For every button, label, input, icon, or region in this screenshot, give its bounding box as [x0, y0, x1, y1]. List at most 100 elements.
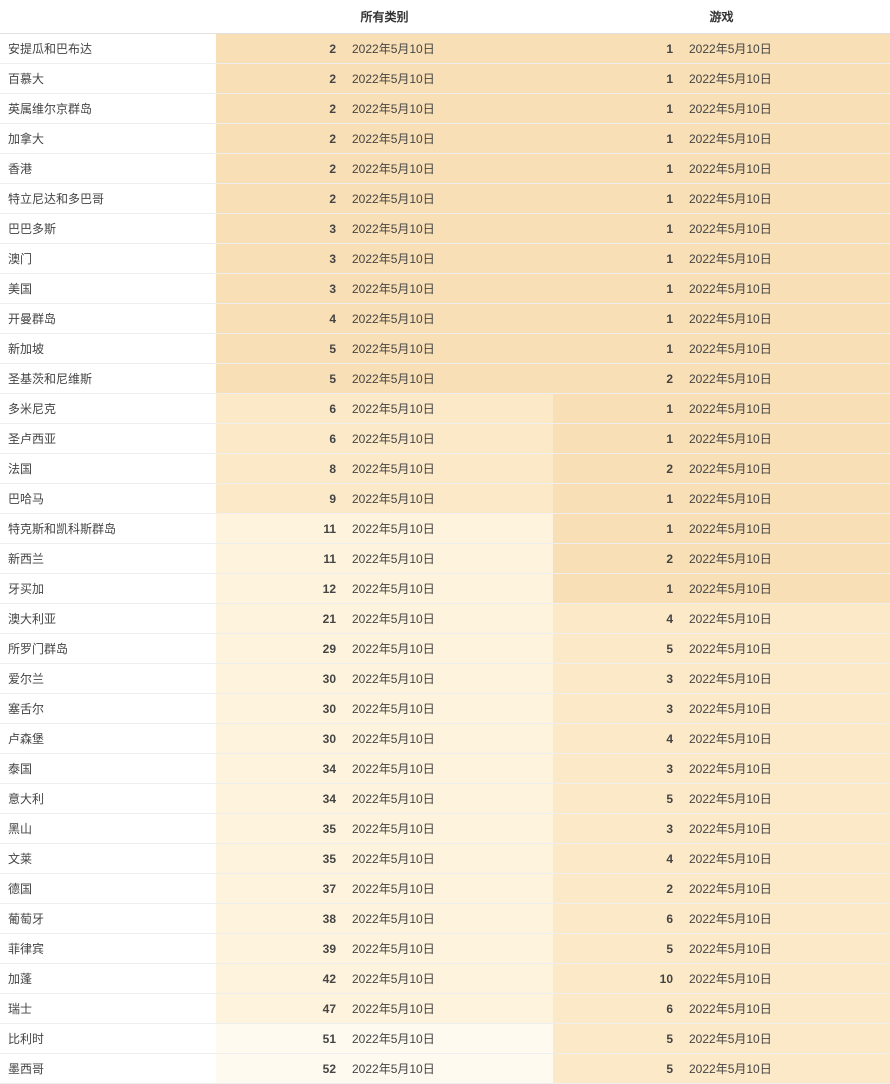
date-all-categories: 2022年5月10日: [346, 1054, 553, 1084]
rank-all-categories: 52: [216, 1054, 346, 1084]
country-cell: 法国: [0, 454, 216, 484]
table-row: 瑞士472022年5月10日62022年5月10日: [0, 994, 890, 1024]
table-row: 特克斯和凯科斯群岛112022年5月10日12022年5月10日: [0, 514, 890, 544]
table-row: 澳门32022年5月10日12022年5月10日: [0, 244, 890, 274]
rank-all-categories: 2: [216, 94, 346, 124]
rank-all-categories: 2: [216, 124, 346, 154]
table-row: 加蓬422022年5月10日102022年5月10日: [0, 964, 890, 994]
rank-all-categories: 42: [216, 964, 346, 994]
date-games: 2022年5月10日: [683, 604, 890, 634]
header-games: 游戏: [553, 0, 890, 34]
rank-games: 1: [553, 574, 683, 604]
date-games: 2022年5月10日: [683, 364, 890, 394]
date-games: 2022年5月10日: [683, 154, 890, 184]
table-row: 德国372022年5月10日22022年5月10日: [0, 874, 890, 904]
date-all-categories: 2022年5月10日: [346, 424, 553, 454]
table-row: 文莱352022年5月10日42022年5月10日: [0, 844, 890, 874]
rank-all-categories: 39: [216, 934, 346, 964]
table-row: 墨西哥522022年5月10日52022年5月10日: [0, 1054, 890, 1084]
rank-games: 1: [553, 34, 683, 64]
date-all-categories: 2022年5月10日: [346, 244, 553, 274]
rank-all-categories: 30: [216, 724, 346, 754]
rank-games: 1: [553, 214, 683, 244]
date-all-categories: 2022年5月10日: [346, 784, 553, 814]
rank-games: 4: [553, 724, 683, 754]
rank-games: 1: [553, 484, 683, 514]
date-all-categories: 2022年5月10日: [346, 334, 553, 364]
date-games: 2022年5月10日: [683, 634, 890, 664]
rank-games: 2: [553, 454, 683, 484]
table-row: 巴哈马92022年5月10日12022年5月10日: [0, 484, 890, 514]
date-all-categories: 2022年5月10日: [346, 814, 553, 844]
rank-all-categories: 35: [216, 844, 346, 874]
table-row: 安提瓜和巴布达22022年5月10日12022年5月10日: [0, 34, 890, 64]
header-all-categories: 所有类别: [216, 0, 553, 34]
date-games: 2022年5月10日: [683, 274, 890, 304]
table-header: 所有类别 游戏: [0, 0, 890, 34]
date-all-categories: 2022年5月10日: [346, 724, 553, 754]
rank-games: 5: [553, 1054, 683, 1084]
country-cell: 德国: [0, 874, 216, 904]
date-all-categories: 2022年5月10日: [346, 664, 553, 694]
date-games: 2022年5月10日: [683, 814, 890, 844]
date-games: 2022年5月10日: [683, 484, 890, 514]
rank-games: 1: [553, 424, 683, 454]
rank-games: 1: [553, 274, 683, 304]
date-games: 2022年5月10日: [683, 724, 890, 754]
country-cell: 百慕大: [0, 64, 216, 94]
country-cell: 比利时: [0, 1024, 216, 1054]
date-all-categories: 2022年5月10日: [346, 184, 553, 214]
date-games: 2022年5月10日: [683, 844, 890, 874]
rank-all-categories: 4: [216, 304, 346, 334]
country-cell: 菲律宾: [0, 934, 216, 964]
country-cell: 牙买加: [0, 574, 216, 604]
date-games: 2022年5月10日: [683, 964, 890, 994]
rank-games: 3: [553, 694, 683, 724]
date-games: 2022年5月10日: [683, 64, 890, 94]
date-games: 2022年5月10日: [683, 34, 890, 64]
rank-games: 1: [553, 64, 683, 94]
country-cell: 巴哈马: [0, 484, 216, 514]
country-cell: 爱尔兰: [0, 664, 216, 694]
date-games: 2022年5月10日: [683, 244, 890, 274]
rank-all-categories: 2: [216, 184, 346, 214]
rank-games: 4: [553, 604, 683, 634]
table-row: 牙买加122022年5月10日12022年5月10日: [0, 574, 890, 604]
date-games: 2022年5月10日: [683, 694, 890, 724]
rank-games: 6: [553, 904, 683, 934]
rank-games: 10: [553, 964, 683, 994]
country-cell: 多米尼克: [0, 394, 216, 424]
rank-all-categories: 34: [216, 754, 346, 784]
date-all-categories: 2022年5月10日: [346, 514, 553, 544]
date-games: 2022年5月10日: [683, 784, 890, 814]
country-cell: 瑞士: [0, 994, 216, 1024]
date-games: 2022年5月10日: [683, 904, 890, 934]
date-all-categories: 2022年5月10日: [346, 694, 553, 724]
table-row: 巴巴多斯32022年5月10日12022年5月10日: [0, 214, 890, 244]
date-all-categories: 2022年5月10日: [346, 994, 553, 1024]
table-row: 圣卢西亚62022年5月10日12022年5月10日: [0, 424, 890, 454]
date-games: 2022年5月10日: [683, 544, 890, 574]
table-row: 新西兰112022年5月10日22022年5月10日: [0, 544, 890, 574]
country-cell: 葡萄牙: [0, 904, 216, 934]
rank-all-categories: 2: [216, 64, 346, 94]
date-games: 2022年5月10日: [683, 424, 890, 454]
country-cell: 墨西哥: [0, 1054, 216, 1084]
rank-all-categories: 8: [216, 454, 346, 484]
rank-all-categories: 6: [216, 424, 346, 454]
rank-all-categories: 51: [216, 1024, 346, 1054]
date-all-categories: 2022年5月10日: [346, 844, 553, 874]
date-games: 2022年5月10日: [683, 1054, 890, 1084]
rank-games: 3: [553, 754, 683, 784]
country-cell: 圣基茨和尼维斯: [0, 364, 216, 394]
table-row: 葡萄牙382022年5月10日62022年5月10日: [0, 904, 890, 934]
rank-all-categories: 5: [216, 364, 346, 394]
country-cell: 澳门: [0, 244, 216, 274]
date-all-categories: 2022年5月10日: [346, 274, 553, 304]
table-row: 圣基茨和尼维斯52022年5月10日22022年5月10日: [0, 364, 890, 394]
date-all-categories: 2022年5月10日: [346, 544, 553, 574]
country-cell: 黑山: [0, 814, 216, 844]
date-all-categories: 2022年5月10日: [346, 154, 553, 184]
date-all-categories: 2022年5月10日: [346, 934, 553, 964]
rank-all-categories: 3: [216, 214, 346, 244]
